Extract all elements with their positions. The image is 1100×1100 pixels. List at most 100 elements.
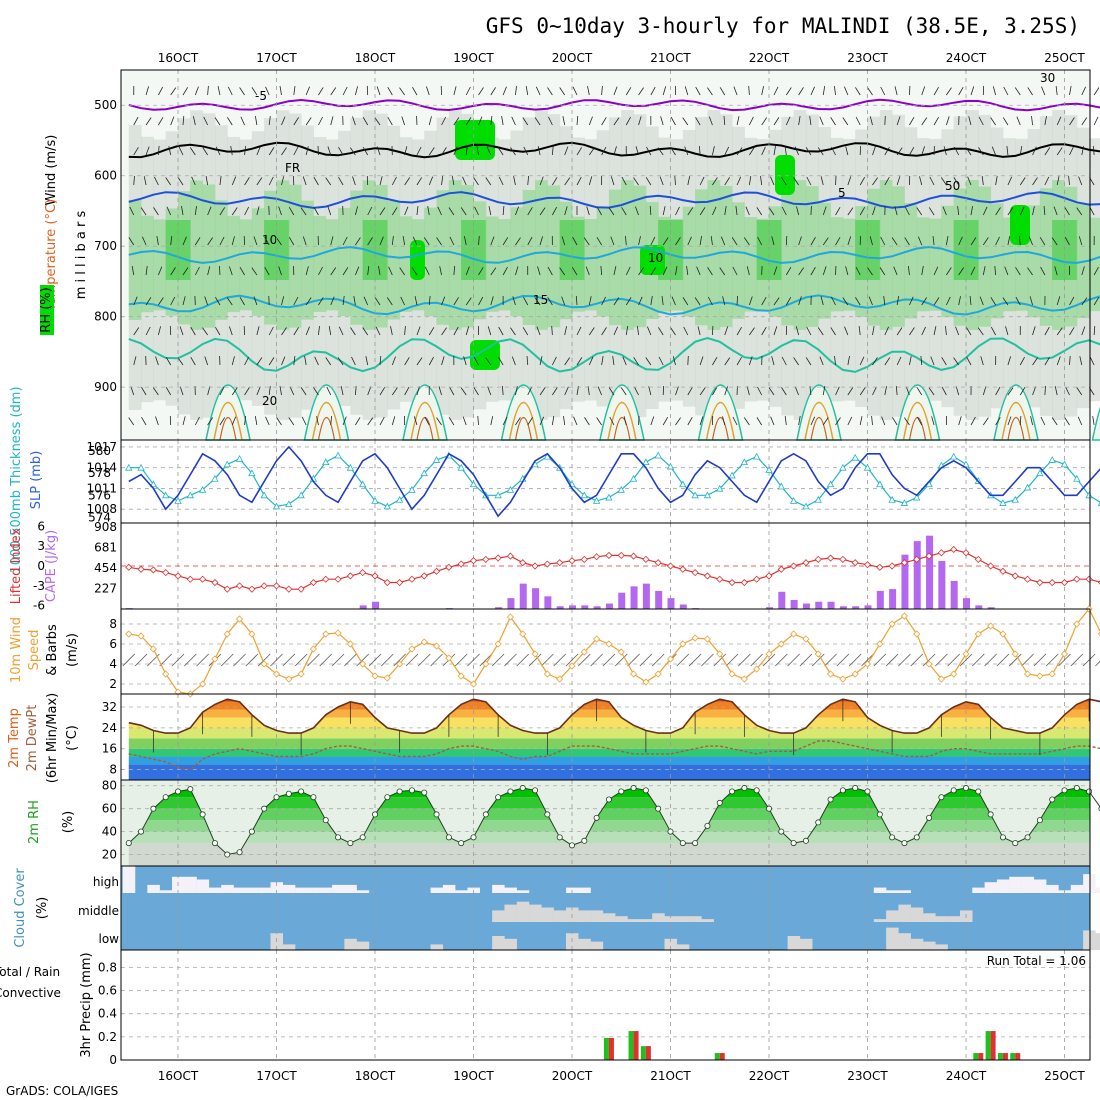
wind-barb [845, 146, 849, 156]
wind-barb [918, 236, 923, 246]
cape-bar [852, 606, 860, 609]
wind-barb [743, 417, 750, 426]
wind-barb [439, 266, 442, 276]
rh-shade-green [251, 208, 265, 316]
wind-barb [193, 116, 196, 126]
thickness-point [802, 502, 810, 510]
rh-point [975, 788, 982, 795]
wind-barb [229, 326, 233, 336]
hot-contour [613, 417, 631, 441]
wind-barb [563, 416, 566, 426]
rh-point [827, 796, 834, 803]
cloud-bar-high [233, 887, 247, 893]
wind-barb [539, 387, 546, 396]
wind-barb [460, 207, 467, 216]
cloud-bar-high [1083, 874, 1096, 893]
wind-barb [465, 297, 472, 306]
lifted-index-point [826, 554, 835, 562]
wind-barb [190, 326, 196, 336]
wind-barb [426, 86, 430, 96]
wind-speed-point [309, 645, 318, 653]
lifted-index-point [629, 552, 638, 560]
wind-barb [597, 386, 602, 396]
rh-point [642, 787, 649, 794]
thickness-point [592, 497, 601, 504]
temp-band [128, 764, 1090, 780]
wind-barb [229, 266, 233, 276]
wind-barb [1043, 205, 1046, 216]
cape-bar [655, 590, 663, 609]
wind-barb [255, 116, 258, 126]
wind-tick-label: 4 [109, 657, 117, 671]
wind-barb [313, 206, 319, 216]
wind-speed-point [506, 613, 515, 621]
wind-barb [675, 237, 681, 246]
wind-barb [226, 297, 233, 306]
wind-barb [1093, 297, 1100, 306]
thickness-point [703, 491, 712, 499]
rh-point [359, 834, 366, 841]
wind-barb [330, 116, 334, 126]
surface-wind-barb [725, 653, 739, 667]
wind-barb [724, 146, 730, 156]
wind-barb [712, 177, 718, 186]
rh-shade-green [793, 180, 807, 330]
cloud-bar-low [799, 938, 813, 950]
slp-line [128, 445, 1100, 518]
wind-barb [809, 386, 812, 396]
rh-shade-green [288, 184, 302, 328]
surface-wind-barb [381, 653, 394, 667]
warm-contour [705, 402, 736, 441]
wind-barb [300, 387, 307, 396]
wind-barb [601, 296, 606, 306]
surface-wind-barb [257, 653, 271, 667]
cloud-bar-high [898, 890, 911, 893]
wind-barb [1069, 327, 1075, 336]
wind-barb [305, 146, 309, 156]
cloud-bar-low [1083, 930, 1096, 950]
wind-barb [687, 417, 693, 426]
wind-barb [1032, 326, 1036, 336]
legend-temperature-label: Temperature (°C) [44, 199, 59, 312]
surface-wind-barb [811, 653, 825, 667]
wind-barb [969, 295, 972, 306]
wind-barb [719, 87, 726, 96]
cloud-bar-low [590, 941, 604, 950]
wind-barb [945, 116, 950, 126]
wind-barb [805, 357, 812, 366]
x-tick-label-bottom: 18OCT [355, 1069, 396, 1083]
wind-barb [872, 146, 876, 156]
wind-speed-point [790, 630, 798, 638]
rh-shade-green [929, 218, 942, 311]
surface-wind-barb [873, 653, 887, 667]
lifted-index-point [211, 578, 219, 587]
wind-barb [921, 146, 925, 156]
wind-barb [441, 176, 444, 186]
wind-barb [400, 296, 405, 306]
cloud-bar-high [221, 884, 234, 893]
wind-barb [946, 267, 952, 276]
wind-barb [204, 296, 209, 306]
thickness-point [248, 469, 256, 477]
x-tick-label-top: 18OCT [355, 51, 396, 65]
thickness-point [888, 495, 896, 503]
rh-point [273, 794, 280, 801]
wind-barb [650, 236, 656, 246]
wind-barb [1069, 146, 1074, 156]
wind-barb [835, 417, 841, 426]
wind-barb [892, 417, 898, 426]
rh-tick-label: 60 [102, 802, 117, 816]
wind-barb [182, 115, 185, 126]
temp-axis-label-a: 2m Temp [7, 708, 22, 768]
rh-point [1086, 788, 1093, 795]
cloud-bar-high [270, 882, 283, 893]
wind-barb [227, 117, 233, 126]
wind-barb [490, 116, 493, 126]
wind-barb [819, 356, 824, 366]
surface-wind-barb [319, 653, 333, 667]
surface-wind-barb [762, 653, 776, 667]
wind-barb [379, 176, 383, 186]
wind-barb [474, 206, 479, 216]
wind-speed-point [1048, 670, 1056, 678]
precip-total-bar [714, 1053, 720, 1060]
